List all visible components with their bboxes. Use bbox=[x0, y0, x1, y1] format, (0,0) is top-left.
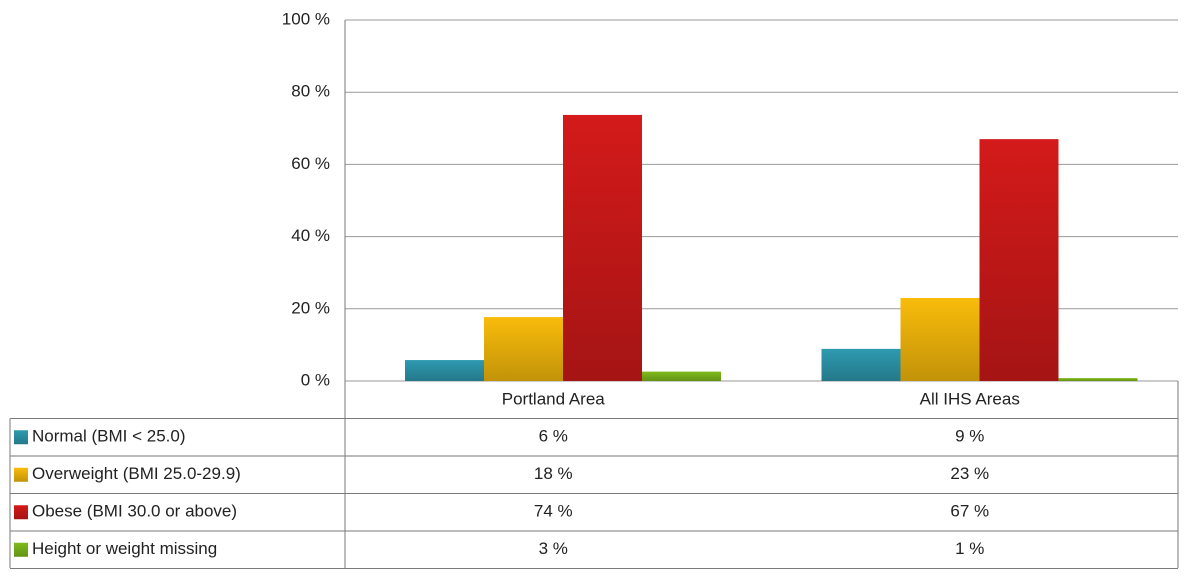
legend-label: Overweight (BMI 25.0-29.9) bbox=[32, 464, 241, 483]
bar bbox=[405, 360, 484, 381]
y-tick-label: 20 % bbox=[291, 298, 330, 317]
y-tick-label: 0 % bbox=[301, 370, 330, 389]
data-label: 9 % bbox=[955, 427, 984, 446]
bar bbox=[484, 317, 563, 381]
y-tick-label: 100 % bbox=[282, 9, 330, 28]
x-tick-label: Portland Area bbox=[502, 389, 606, 408]
data-label: 3 % bbox=[539, 539, 568, 558]
bar bbox=[1058, 378, 1138, 381]
data-label: 74 % bbox=[534, 502, 573, 521]
y-tick-label: 80 % bbox=[291, 82, 330, 101]
bar bbox=[821, 348, 901, 381]
data-label: 67 % bbox=[950, 502, 989, 521]
x-tick-label: All IHS Areas bbox=[920, 389, 1020, 408]
y-tick-label: 60 % bbox=[291, 154, 330, 173]
bar bbox=[900, 297, 980, 381]
legend-label: Obese (BMI 30.0 or above) bbox=[32, 502, 237, 521]
data-label: 1 % bbox=[955, 539, 984, 558]
legend-label: Normal (BMI < 25.0) bbox=[32, 427, 186, 446]
legend-key bbox=[14, 467, 28, 482]
data-label: 18 % bbox=[534, 464, 573, 483]
legend-key bbox=[14, 505, 28, 520]
legend-key bbox=[14, 542, 28, 557]
bar bbox=[563, 114, 642, 382]
y-tick-label: 40 % bbox=[291, 226, 330, 245]
bar bbox=[979, 139, 1059, 381]
data-label: 6 % bbox=[539, 427, 568, 446]
legend-key bbox=[14, 430, 28, 445]
legend-label: Height or weight missing bbox=[32, 539, 217, 558]
bar bbox=[642, 371, 721, 381]
data-label: 23 % bbox=[950, 464, 989, 483]
